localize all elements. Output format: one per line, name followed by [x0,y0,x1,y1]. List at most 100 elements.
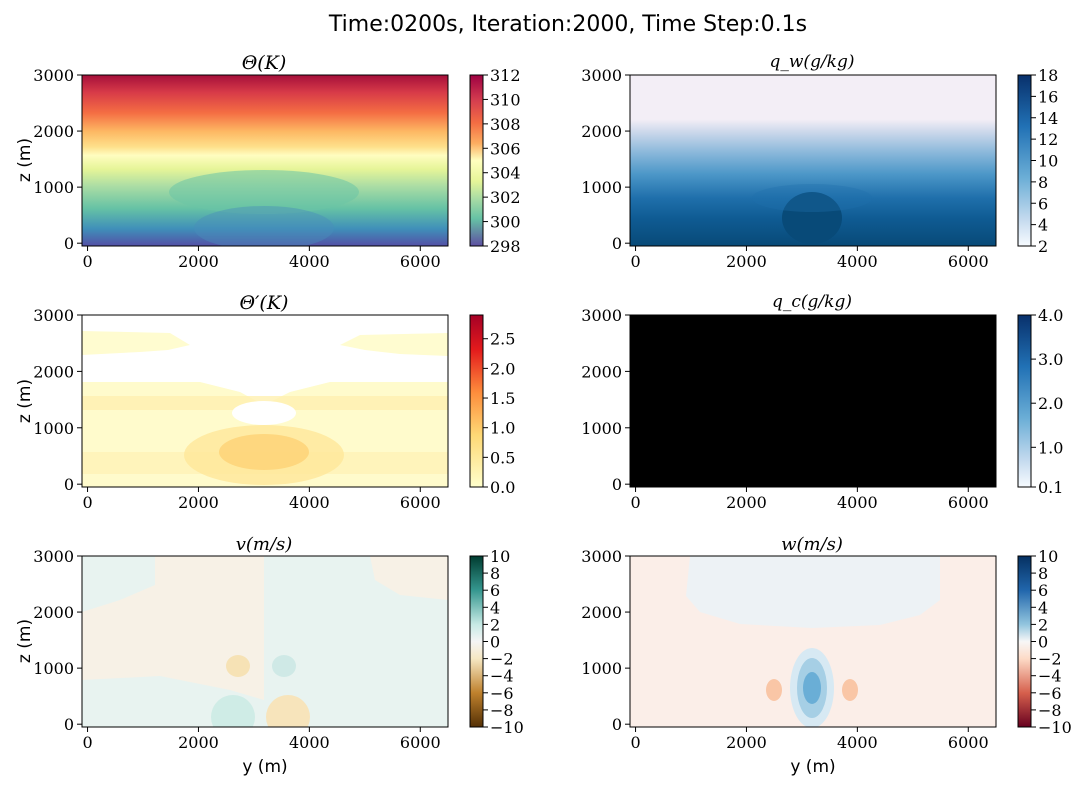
qc-xtick-label: 2000 [726,493,767,512]
v-xlabel: y (m) [242,757,287,777]
theta-xtick-label: 4000 [289,252,330,271]
v-ytick-label: 1000 [33,659,74,678]
theta-prime-colorbar-tick-label: 2.0 [490,359,515,378]
v-axes-frame [81,555,449,728]
w-colorbar-tick-label: −6 [1038,684,1062,703]
qc-xtick-label: 6000 [948,493,989,512]
theta-colorbar-tick-label: 302 [490,188,521,207]
qw-colorbar-tick-label: 4 [1038,216,1048,235]
v-field [82,556,448,727]
qw-colorbar-tick-label: 6 [1038,194,1048,213]
w-colorbar-tick-label: 10 [1038,547,1058,566]
theta-prime-field [82,315,448,487]
qw-xtick-label: 6000 [948,252,989,271]
w-colorbar-tick-label: 8 [1038,564,1048,583]
v-xtick-label: 6000 [400,733,441,752]
v-ytick-label: 2000 [33,603,74,622]
qc-colorbar-tick-label: 3.0 [1038,350,1063,369]
theta-ytick-label: 1000 [33,178,74,197]
theta-colorbar-tick-label: 312 [490,66,521,85]
theta-prime-colorbar-tick-label: 0.0 [490,478,515,497]
tick-layer: 0 2000 4000 6000010002000300029830030230430… [33,66,1071,752]
theta-axes-frame [81,74,449,247]
w-ytick-label: 3000 [581,547,622,566]
qc-ytick-label: 2000 [581,362,622,381]
qc-ytick-label: 1000 [581,419,622,438]
w-colorbar-tick-label: 2 [1038,615,1048,634]
qw-colorbar-tick-label: 2 [1038,237,1048,256]
w-xlabel: y (m) [790,757,835,777]
qc-colorbar-tick-label: 4.0 [1038,306,1063,325]
w-ytick-label: 1000 [581,659,622,678]
qc-ytick-label: 0 [612,475,622,494]
qc-colorbar-tick-label: 0.1 [1038,478,1063,497]
v-colorbar-tick-label: 0 [490,633,500,652]
w-colorbar [1017,555,1032,728]
v-colorbar-tick-label: −10 [490,718,524,737]
theta-prime-title: Θ′(K) [240,292,289,314]
w-colorbar-tick-label: −2 [1038,650,1062,669]
theta-prime-colorbar-tick-label: 2.5 [490,330,515,349]
qw-field [630,75,996,246]
qw-ytick-label: 0 [612,234,622,253]
v-colorbar-tick-label: 8 [490,564,500,583]
w-xtick-label: 0 [630,733,640,752]
v-colorbar-tick-label: −6 [490,684,514,703]
qw-ytick-label: 2000 [581,122,622,141]
w-xtick-label: 4000 [837,733,878,752]
w-xtick-label: 6000 [948,733,989,752]
qw-ytick-label: 1000 [581,178,622,197]
theta-title: Θ(K) [242,52,287,74]
qw-colorbar-tick-label: 18 [1038,66,1058,85]
qw-xtick-label: 2000 [726,252,767,271]
theta-colorbar-tick-label: 310 [490,90,521,109]
w-xtick-label: 2000 [726,733,767,752]
theta-ytick-label: 3000 [33,66,74,85]
theta-prime-xtick-label: 2000 [178,493,219,512]
v-colorbar-tick-label: −8 [490,701,514,720]
v-xtick-label: 2000 [178,733,219,752]
qw-axes-frame [629,74,997,247]
theta-prime-axes-frame [81,314,449,488]
qc-colorbar-tick-label: 1.0 [1038,438,1063,457]
w-title: w(m/s) [781,534,843,555]
v-xtick-label: 0 [82,733,92,752]
w-colorbar-tick-label: 4 [1038,598,1048,617]
qc-xtick-label: 0 [630,493,640,512]
v-ytick-label: 0 [64,715,74,734]
qw-colorbar-tick-label: 14 [1038,109,1058,128]
theta-colorbar-tick-label: 298 [490,237,521,256]
panel-w [629,555,997,728]
panel-v [81,555,449,728]
w-colorbar-tick-label: −8 [1038,701,1062,720]
qw-title: q_w(g/kg) [770,52,855,72]
w-colorbar-tick-label: −4 [1038,667,1062,686]
qc-title: q_c(g/kg) [772,292,852,312]
theta-colorbar [469,74,484,247]
theta-colorbar-tick-label: 308 [490,115,521,134]
qw-colorbar-tick-label: 10 [1038,152,1058,171]
qc-field [630,315,996,487]
panel-theta-prime [81,314,449,488]
theta-colorbar-tick-label: 300 [490,213,521,232]
theta-prime-colorbar [469,314,484,488]
theta-prime-colorbar-tick-label: 1.0 [490,419,515,438]
qc-axes-frame [629,314,997,488]
figure-suptitle: Time:0200s, Iteration:2000, Time Step:0.… [328,12,807,37]
v-ylabel: z (m) [15,619,35,663]
theta-xtick-label: 0 [82,252,92,271]
theta-prime-ylabel: z (m) [15,379,35,423]
theta-colorbar-tick-label: 306 [490,139,521,158]
theta-prime-xtick-label: 0 [82,493,92,512]
v-colorbar-tick-label: 4 [490,598,500,617]
v-xtick-label: 4000 [289,733,330,752]
theta-prime-colorbar-tick-label: 1.5 [490,389,515,408]
theta-prime-ytick-label: 0 [64,475,74,494]
panel-theta [81,74,449,247]
qw-colorbar-tick-label: 8 [1038,173,1048,192]
qc-ytick-label: 3000 [581,306,622,325]
w-ytick-label: 0 [612,715,622,734]
theta-ylabel: z (m) [15,138,35,182]
theta-xtick-label: 2000 [178,252,219,271]
